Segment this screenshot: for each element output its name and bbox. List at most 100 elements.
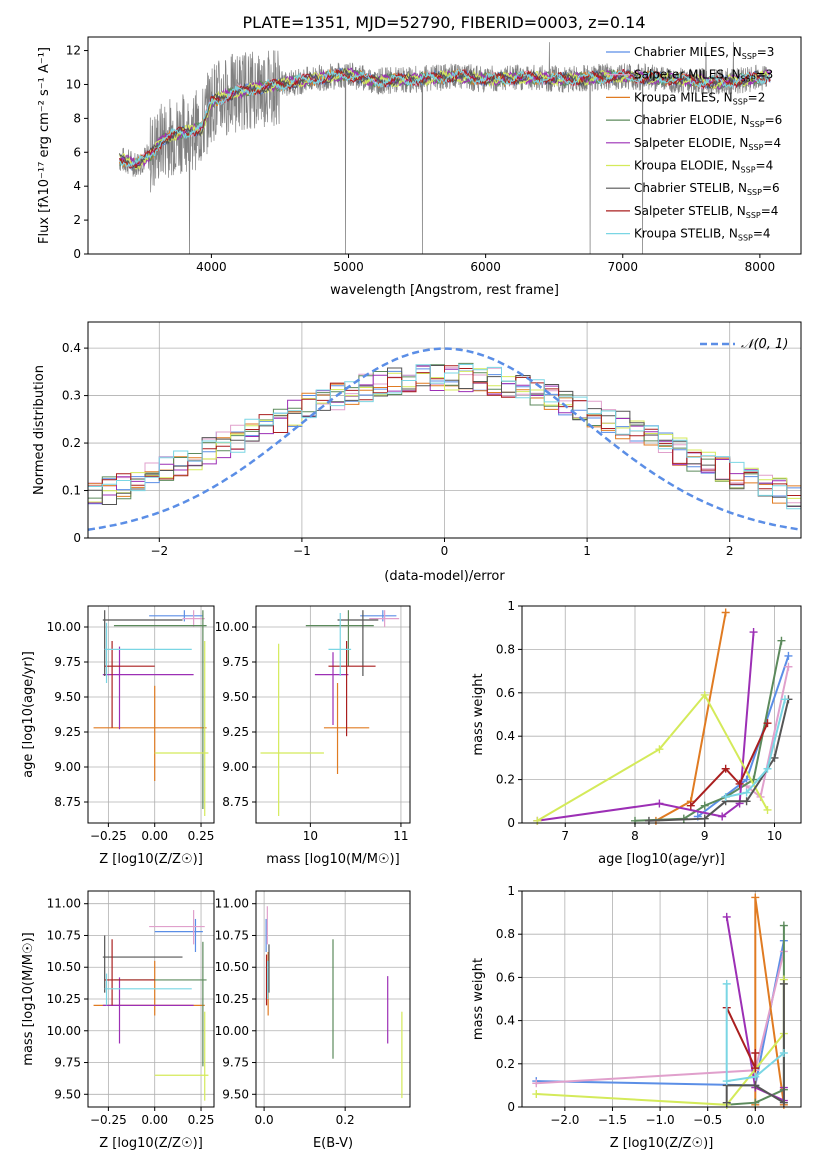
y-tick-label: 1: [507, 884, 515, 898]
series-marker: [722, 1098, 731, 1107]
x-tick-label: 0.0: [746, 1113, 765, 1127]
legend-entry: Kroupa STELIB, NSSP=4: [634, 227, 771, 243]
y-tick-label: 0: [73, 247, 81, 261]
y-tick-label: 0.4: [62, 341, 81, 355]
series-marker: [749, 628, 758, 637]
y-tick-label: 6: [73, 145, 81, 159]
x-axis-label: (data-model)/error: [384, 569, 505, 584]
x-tick-label: 8000: [745, 260, 776, 274]
axes-frame: [87, 605, 215, 824]
series-marker: [784, 662, 793, 671]
x-tick-label: 5000: [333, 260, 364, 274]
series-marker: [721, 764, 730, 773]
series-marker: [644, 816, 653, 825]
x-tick-label: 0.00: [141, 829, 168, 843]
series-marker: [779, 1049, 788, 1057]
series-marker: [655, 799, 664, 808]
y-tick-label: 9.50: [54, 1087, 81, 1101]
y-axis-label: mass weight: [471, 958, 486, 1040]
y-tick-label: 9.75: [54, 655, 81, 669]
series-marker: [655, 745, 664, 754]
spectrum-plot-area: [119, 42, 771, 254]
legend-entry: Salpeter ELODIE, NSSP=4: [634, 136, 781, 152]
series-marker: [751, 1098, 760, 1107]
series-marker: [763, 764, 772, 773]
y-tick-label: 0: [507, 1100, 515, 1114]
x-tick-label: −0.25: [90, 829, 127, 843]
y-tick-label: 2: [73, 213, 81, 227]
series-marker: [779, 979, 788, 988]
y-tick-label: 9.75: [54, 1056, 81, 1070]
series-line: [690, 722, 769, 807]
series-line: [725, 1007, 757, 1069]
series-marker: [700, 690, 709, 699]
x-tick-label: 4000: [196, 260, 227, 274]
x-tick-label: −0.5: [693, 1113, 722, 1127]
x-axis-label: Z [log10(Z/Z☉)]: [99, 1136, 203, 1151]
y-tick-label: 0.2: [496, 773, 515, 787]
y-tick-label: 0.8: [496, 927, 515, 941]
x-tick-label: 0: [441, 544, 449, 558]
series-line: [725, 983, 785, 1083]
series-marker: [532, 1090, 541, 1099]
x-axis-label: Z [log10(Z/Z☉)]: [610, 1136, 714, 1151]
y-tick-label: 9.50: [54, 690, 81, 704]
x-tick-label: 8: [631, 829, 639, 843]
x-tick-label: −2.0: [550, 1113, 579, 1127]
series-line: [648, 699, 790, 822]
x-axis-label: age [log10(age/yr)]: [598, 852, 725, 867]
legend-entry: Salpeter STELIB, NSSP=4: [634, 204, 778, 220]
y-tick-label: 9.50: [222, 1087, 249, 1101]
series-line: [725, 699, 786, 798]
legend-entry: Kroupa ELODIE, NSSP=4: [634, 159, 773, 175]
series-marker: [751, 1049, 760, 1057]
y-tick-label: 0.4: [496, 729, 515, 743]
mass-vs-metallicity-panel: −0.25 0.00 0.25 9.50 9.75 10.00 10.25 10.50 10.7…: [21, 890, 215, 1151]
y-tick-label: 10.00: [47, 1024, 81, 1038]
y-tick-label: 10.75: [47, 928, 81, 942]
y-tick-label: 8.75: [222, 795, 249, 809]
series-line: [536, 693, 769, 822]
x-tick-label: 2: [726, 544, 734, 558]
axes-frame: [87, 36, 802, 255]
y-tick-label: 10.00: [47, 620, 81, 634]
y-tick-label: 0.3: [62, 389, 81, 403]
legend-entry: Chabrier MILES, NSSP=3: [634, 45, 774, 61]
mass-weight-vs-age-panel: 7 8 9 10 0 0.2 0.4 0.6 0.8 1 age [log10(age/yr)] ma…: [471, 599, 802, 867]
y-tick-label: 0.8: [496, 642, 515, 656]
series-marker: [770, 753, 779, 762]
mass-weight-vs-metallicity-panel: −2.0 −1.5 −1.0 −0.5 0.0 0 0.2 0.4 0.6 0.8 1 Z [log1…: [471, 884, 802, 1151]
series-marker: [751, 1072, 760, 1081]
series-marker: [779, 921, 788, 930]
y-tick-label: 0.6: [496, 686, 515, 700]
series-marker: [722, 912, 731, 921]
legend-entry: Salpeter MILES, NSSP=3: [634, 68, 773, 84]
series-marker: [780, 695, 789, 704]
y-tick-label: 9.75: [222, 1056, 249, 1070]
y-tick-label: 9.75: [222, 655, 249, 669]
x-axis-label: Z [log10(Z/Z☉)]: [99, 852, 203, 867]
legend-entry: 𝒩(0, 1): [741, 337, 788, 352]
legend-entry: Kroupa MILES, NSSP=2: [634, 90, 765, 106]
series-marker: [722, 979, 731, 988]
y-axis-label: Flux [fλ10⁻¹⁷ erg cm⁻² s⁻¹ A⁻¹]: [37, 47, 52, 244]
x-tick-label: −1.0: [646, 1113, 675, 1127]
gaussian-curve: [88, 347, 799, 531]
y-tick-label: 0: [507, 816, 515, 830]
figure-title: PLATE=1351, MJD=52790, FIBERID=0003, z=0…: [242, 13, 645, 32]
y-tick-label: 10.25: [215, 992, 249, 1006]
series-marker: [751, 1081, 760, 1090]
y-axis-label: mass [log10(M/M☉)]: [21, 932, 36, 1065]
y-tick-label: 0.1: [62, 484, 81, 498]
series-marker: [722, 1077, 731, 1086]
y-tick-label: 9.50: [222, 690, 249, 704]
x-axis-label: E(B-V): [313, 1136, 353, 1151]
x-tick-label: 10: [303, 829, 318, 843]
y-tick-label: 11.00: [215, 897, 249, 911]
residual-histogram-panel: −2 −1 0 1 2 0 0.1 0.2 0.3 0.4 (data-model)/error No…: [32, 321, 802, 584]
x-tick-label: 0.25: [188, 829, 215, 843]
y-axis-label: Normed distribution: [32, 365, 47, 495]
x-tick-label: 0.0: [255, 1113, 274, 1127]
x-tick-label: 7: [561, 829, 569, 843]
